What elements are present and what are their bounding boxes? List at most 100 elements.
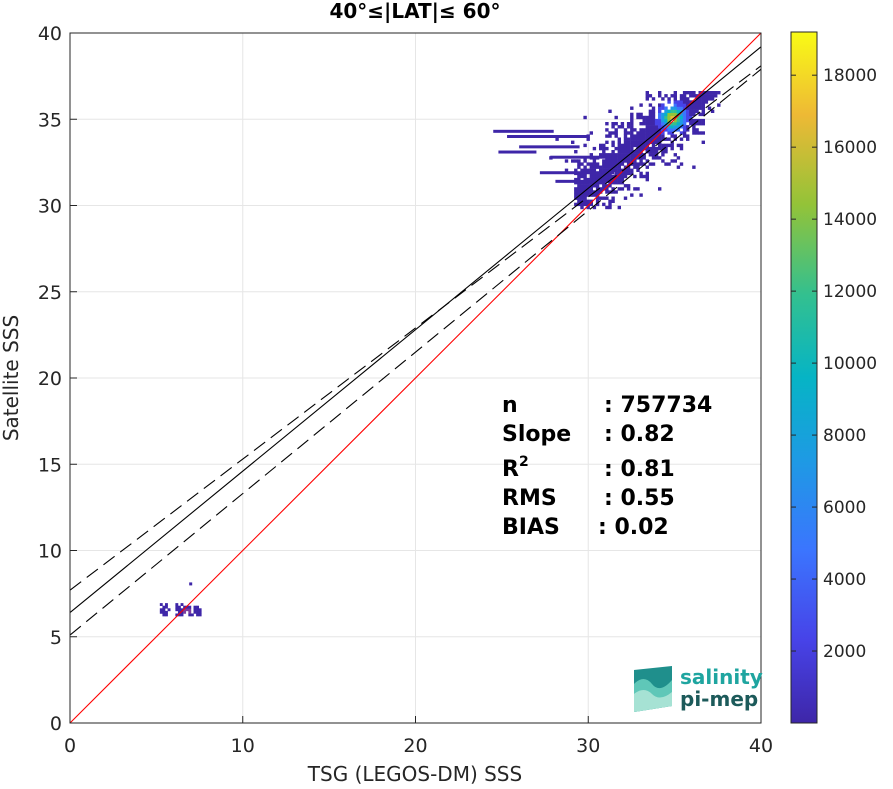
density-cell xyxy=(623,165,628,169)
density-cell xyxy=(586,199,590,203)
density-cell xyxy=(667,162,671,166)
density-cell xyxy=(639,103,643,107)
density-cell xyxy=(686,100,690,104)
density-cell xyxy=(689,115,693,120)
density-cell xyxy=(689,112,693,117)
density-cell xyxy=(623,174,628,179)
density-cell xyxy=(595,184,600,188)
density-cell xyxy=(648,128,653,132)
density-cell xyxy=(586,205,590,210)
density-cell xyxy=(183,608,187,612)
density-cell xyxy=(580,162,584,166)
density-cell xyxy=(620,156,625,160)
density-cell xyxy=(583,184,587,188)
density-cell xyxy=(602,143,606,148)
density-cell xyxy=(698,122,702,126)
density-cell xyxy=(695,109,699,113)
density-cell xyxy=(658,122,662,126)
logo-text-pimep: pi-mep xyxy=(680,687,758,711)
density-cell xyxy=(704,100,709,104)
density-cell xyxy=(592,168,597,172)
density-cell xyxy=(648,115,653,120)
density-cell xyxy=(714,94,718,98)
density-cell xyxy=(605,128,609,132)
density-cell xyxy=(710,109,715,113)
density-cell xyxy=(162,610,166,614)
density-cell xyxy=(645,122,649,126)
density-cell xyxy=(617,140,621,144)
density-cell xyxy=(626,184,631,188)
density-cell xyxy=(698,94,702,98)
density-cell xyxy=(667,97,671,101)
density-cell xyxy=(614,153,618,157)
density-cell xyxy=(639,122,643,126)
density-cell xyxy=(165,603,168,606)
density-cell xyxy=(580,205,584,210)
density-cell xyxy=(592,146,597,151)
density-cell xyxy=(633,134,637,138)
density-cell xyxy=(623,131,628,135)
density-cell xyxy=(162,608,166,612)
density-cell xyxy=(651,146,656,151)
density-cell xyxy=(633,165,637,169)
density-cell xyxy=(664,109,668,113)
density-cell xyxy=(692,91,696,95)
density-cell xyxy=(617,150,621,154)
density-cell xyxy=(617,156,621,160)
colorbar xyxy=(790,31,818,724)
density-cell xyxy=(592,162,597,166)
density-cell xyxy=(679,106,684,110)
density-cell xyxy=(608,184,612,188)
density-cell xyxy=(642,131,646,135)
density-cell xyxy=(679,143,684,148)
density-cell xyxy=(617,205,621,210)
density-cell xyxy=(701,122,705,126)
density-cell xyxy=(602,202,606,207)
density-cell xyxy=(583,177,587,182)
stat-rms-label: RMS xyxy=(502,486,557,511)
density-cell xyxy=(605,153,609,157)
density-cell xyxy=(679,118,684,123)
density-cell xyxy=(589,190,593,194)
density-cell xyxy=(623,184,628,188)
density-cell xyxy=(608,165,612,169)
density-cell xyxy=(630,143,634,148)
colorbar-tick-label: 18000 xyxy=(823,66,877,86)
density-cell xyxy=(645,125,649,129)
density-cell xyxy=(717,91,721,95)
density-cell xyxy=(679,115,684,120)
density-cell xyxy=(620,171,625,176)
density-cell xyxy=(673,159,677,163)
stat-slope-value: : 0.82 xyxy=(604,422,675,447)
density-cell xyxy=(682,115,687,120)
density-cell xyxy=(664,128,668,132)
density-cell xyxy=(636,137,640,141)
density-cell xyxy=(686,103,690,107)
density-cell xyxy=(645,140,649,144)
density-cell xyxy=(676,109,681,113)
density-cell xyxy=(642,156,646,160)
density-cell xyxy=(658,112,662,117)
density-cell xyxy=(623,128,628,132)
density-cell xyxy=(645,134,649,138)
density-cell xyxy=(611,187,615,191)
density-cell xyxy=(611,159,615,163)
density-cell xyxy=(639,134,643,138)
density-cell xyxy=(658,137,662,141)
density-cell xyxy=(586,137,590,141)
density-cell xyxy=(611,177,615,182)
density-cell xyxy=(611,181,615,185)
density-cell xyxy=(605,168,609,172)
density-cell xyxy=(630,156,634,160)
density-cell xyxy=(682,91,687,95)
density-cell xyxy=(648,131,653,135)
density-cell xyxy=(676,122,681,126)
density-cell xyxy=(695,106,699,110)
density-cell xyxy=(648,140,653,144)
density-cell xyxy=(577,196,581,200)
stat-rms-value: : 0.55 xyxy=(604,486,675,511)
density-cell xyxy=(630,112,634,117)
density-cell xyxy=(592,205,597,210)
density-cell xyxy=(692,165,696,169)
density-cell xyxy=(642,128,646,132)
